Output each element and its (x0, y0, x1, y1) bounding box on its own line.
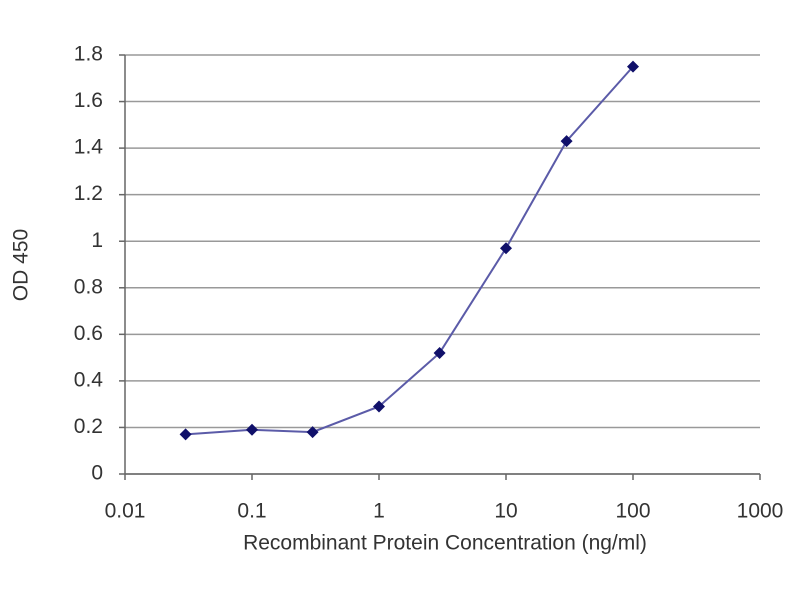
y-tick-label: 0.2 (74, 415, 103, 438)
x-axis-label: Recombinant Protein Concentration (ng/ml… (243, 532, 647, 555)
y-tick-label: 1.4 (74, 136, 104, 159)
y-tick-label: 0 (91, 462, 103, 485)
y-tick-label: 1.6 (74, 89, 103, 112)
y-tick-label: 1.8 (74, 43, 103, 66)
data-point (433, 346, 446, 359)
data-point (246, 423, 258, 436)
x-tick-label: 0.1 (237, 500, 266, 523)
data-point (500, 242, 512, 255)
y-axis-label: OD 450 (10, 229, 33, 301)
y-tick-label: 1.2 (74, 182, 103, 205)
y-tick-label: 0.6 (74, 322, 103, 345)
data-point (560, 135, 573, 148)
x-tick-label: 0.01 (105, 500, 146, 523)
x-tick-label: 1000 (737, 500, 784, 523)
data-point (306, 426, 319, 439)
data-point (627, 60, 639, 73)
x-tick-label: 10 (494, 500, 517, 523)
data-point (373, 400, 385, 413)
y-tick-label: 0.8 (74, 275, 103, 298)
x-tick-label: 1 (373, 500, 385, 523)
data-point (179, 428, 192, 441)
x-tick-label: 100 (615, 500, 650, 523)
y-tick-label: 0.4 (74, 368, 104, 391)
y-tick-label: 1 (91, 229, 103, 252)
data-line (185, 65, 634, 436)
